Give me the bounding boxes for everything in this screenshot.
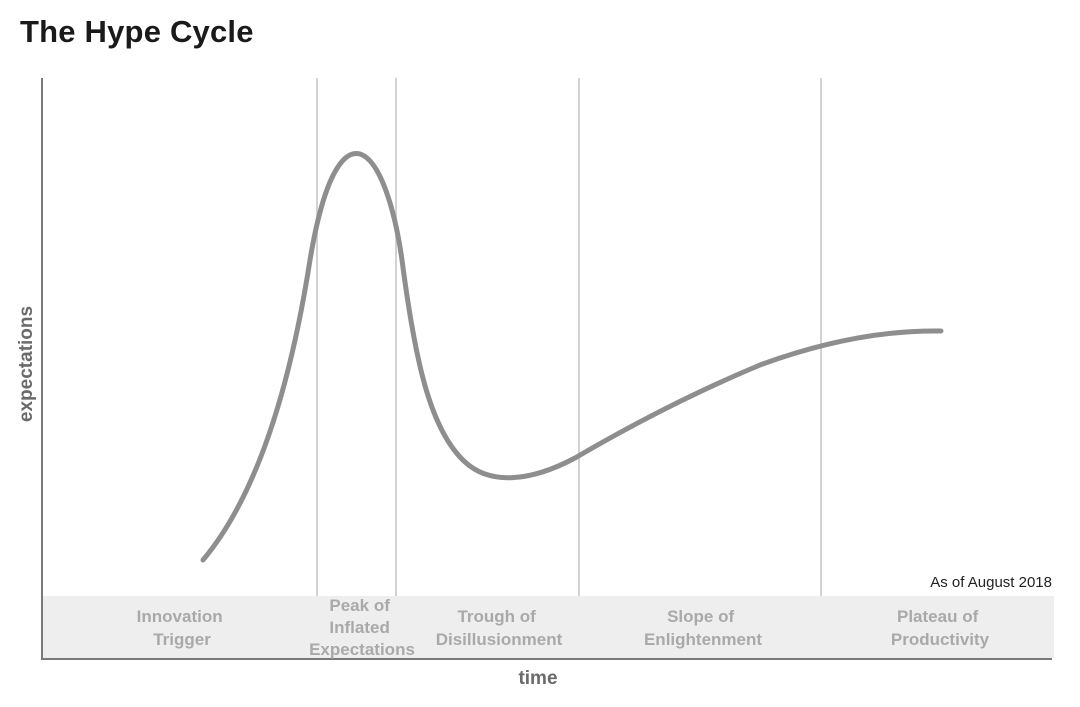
phase-label-line: Disillusionment bbox=[436, 630, 563, 649]
phase-label-peak: Peak of Inflated Expectations bbox=[309, 596, 415, 659]
phase-label-line: Peak of bbox=[329, 596, 390, 615]
phase-label-line: Productivity bbox=[891, 630, 990, 649]
page-title: The Hype Cycle bbox=[20, 14, 254, 49]
phase-label-line: Trigger bbox=[153, 630, 211, 649]
phase-label-line: Inflated bbox=[329, 618, 389, 637]
x-axis-label: time bbox=[518, 668, 557, 689]
phase-band bbox=[42, 596, 1054, 658]
y-axis-label: expectations bbox=[16, 306, 37, 422]
phase-label-innovation-trigger: Innovation Trigger bbox=[137, 607, 228, 649]
phase-label-line: Innovation bbox=[137, 607, 223, 626]
phase-label-line: Expectations bbox=[309, 640, 415, 659]
phase-label-slope: Slope of Enlightenment bbox=[644, 607, 762, 649]
phase-label-line: Slope of bbox=[667, 607, 734, 626]
phase-label-plateau: Plateau of Productivity bbox=[891, 607, 990, 649]
phase-label-line: Enlightenment bbox=[644, 630, 762, 649]
date-note: As of August 2018 bbox=[930, 574, 1052, 591]
phase-label-line: Trough of bbox=[457, 607, 536, 626]
phase-label-line: Plateau of bbox=[897, 607, 979, 626]
phase-label-trough: Trough of Disillusionment bbox=[436, 607, 563, 649]
hype-curve bbox=[200, 151, 944, 563]
